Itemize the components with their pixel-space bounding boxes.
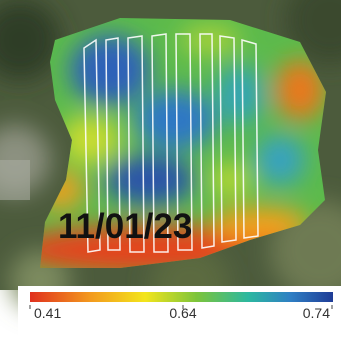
map: 11/01/23 0.41 0.64 0.74 — [0, 0, 341, 345]
colorbar-tick-label: 0.74 — [303, 305, 330, 321]
colorbar-tick-label: 0.64 — [169, 305, 196, 321]
building — [0, 160, 30, 200]
date-label: 11/01/23 — [58, 207, 192, 246]
map-view: 11/01/23 0.41 0.64 0.74 — [0, 0, 341, 345]
colorbar-tick-label: 0.41 — [34, 305, 61, 321]
colorbar — [30, 292, 333, 302]
